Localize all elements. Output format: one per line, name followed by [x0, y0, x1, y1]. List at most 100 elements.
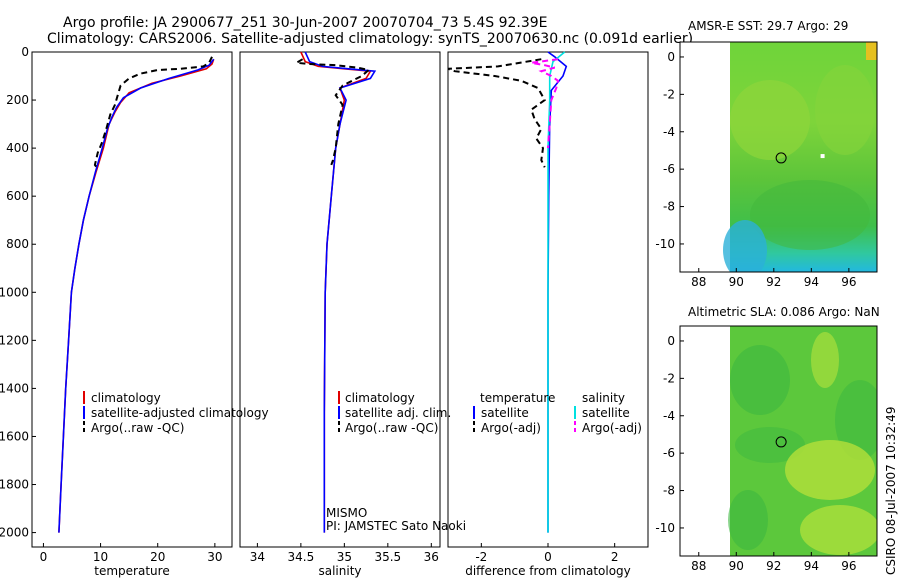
map-x-tick-label: 96	[841, 559, 856, 573]
x-axis-label: temperature	[94, 564, 169, 578]
map-x-tick-label: 96	[841, 275, 856, 289]
series-line-argo	[93, 56, 213, 168]
map-y-tick-label: -4	[663, 409, 675, 423]
y-tick-label: 1600	[0, 429, 29, 443]
map-x-tick-label: 92	[766, 559, 781, 573]
map-x-tick-label: 90	[729, 275, 744, 289]
series-line-climatology	[300, 51, 372, 533]
sla-map-title: Altimetric SLA: 0.086 Argo: NaN	[688, 305, 880, 319]
figure-title-line1: Argo profile: JA 2900677_251 30-Jun-2007…	[63, 15, 548, 31]
legend-title-temperature: temperature	[480, 391, 555, 405]
map-y-tick-label: -10	[655, 237, 675, 251]
argo-position-marker	[775, 436, 787, 448]
legend-label-sal-satellite: satellite	[582, 406, 630, 420]
x-tick-label: 10	[93, 550, 108, 564]
sla-high-patch-n	[811, 332, 839, 388]
sst-warm-patch	[730, 80, 810, 160]
map-x-tick-label: 92	[766, 275, 781, 289]
sla-map-axes	[679, 325, 878, 557]
y-tick-label: 2000	[0, 526, 29, 540]
legend-label-sal-argo: Argo(-adj)	[582, 421, 642, 435]
x-tick-label: 20	[150, 550, 165, 564]
sla-high-patch-se	[800, 505, 877, 555]
y-tick-label: 1800	[0, 478, 29, 492]
sla-low-patch-e	[835, 380, 877, 460]
temperature-axes	[31, 51, 233, 548]
x-tick-label: 30	[207, 550, 222, 564]
sla-low-patch-mid	[735, 427, 805, 463]
series-line-sal-satellite	[547, 51, 566, 533]
sla-high-patch-s	[785, 440, 875, 500]
map-y-tick-label: -10	[655, 521, 675, 535]
map-x-tick-label: 90	[729, 559, 744, 573]
map-y-tick-label: 0	[667, 50, 675, 64]
map-y-tick-label: -2	[663, 87, 675, 101]
temperature-legend: climatology satellite-adjusted climatolo…	[83, 391, 269, 435]
sst-map-title: AMSR-E SST: 29.7 Argo: 29	[688, 19, 848, 33]
y-tick-label: 1000	[0, 285, 29, 299]
map-y-tick-label: -8	[663, 484, 675, 498]
map-x-tick-label: 94	[804, 275, 819, 289]
map-y-tick-label: -4	[663, 125, 675, 139]
sst-cold-corner	[723, 220, 767, 272]
creation-stamp: CSIRO 08-Jul-2007 10:32:49	[884, 407, 898, 575]
sla-low-patch-sw	[728, 490, 768, 550]
legend-label-temp-satellite: satellite	[481, 406, 529, 420]
sla-map-field	[680, 326, 877, 556]
map-y-tick-label: -2	[663, 371, 675, 385]
temperature-plot: 0 10 20 30 0 200 400 600 800 1000 1200 1400 1600 1800…	[0, 45, 222, 578]
y-tick-label: 0	[21, 45, 29, 59]
legend-label-satellite: satellite-adjusted climatology	[91, 406, 269, 420]
legend-label-argo: Argo(..raw -QC)	[91, 421, 184, 435]
series-line-argo	[293, 58, 371, 166]
series-line-temp-argo	[447, 58, 547, 168]
salinity-axes	[239, 51, 441, 548]
legend-label-satellite: satellite adj. clim.	[345, 406, 451, 420]
x-tick-label: 34	[250, 550, 265, 564]
sst-hot-corner	[866, 42, 877, 60]
x-tick-label: -2	[475, 550, 487, 564]
y-tick-label: 1200	[0, 333, 29, 347]
x-tick-label: 35.5	[374, 550, 401, 564]
y-tick-label: 200	[6, 93, 29, 107]
series-line-satellite	[304, 51, 377, 533]
series-line-temp-satellite	[547, 51, 568, 533]
x-axis-label: salinity	[318, 564, 361, 578]
series-line-sal-argo	[531, 58, 560, 149]
sst-map-field	[680, 42, 877, 272]
map-x-tick-label: 94	[804, 559, 819, 573]
sla-map-ticks: 88 90 92 94 96 0 -2 -4 -6 -8 -10	[655, 334, 856, 573]
x-axis-label: difference from climatology	[465, 564, 631, 578]
map-y-tick-label: 0	[667, 334, 675, 348]
sla-low-patch-nw	[730, 345, 790, 415]
platform-annotation: MISMO	[326, 506, 367, 520]
map-x-tick-label: 88	[691, 559, 706, 573]
x-tick-label: 34.5	[288, 550, 315, 564]
legend-label-temp-argo: Argo(-adj)	[481, 421, 541, 435]
figure-title-line2: Climatology: CARS2006. Satellite-adjuste…	[47, 31, 693, 47]
x-tick-label: 2	[611, 550, 619, 564]
sst-map-ticks: 88 90 92 94 96 0 -2 -4 -6 -8 -10	[655, 50, 856, 289]
sst-map-axes	[679, 41, 878, 273]
legend-label-climatology: climatology	[91, 391, 161, 405]
x-tick-label: 35	[337, 550, 352, 564]
legend-title-salinity: salinity	[582, 391, 625, 405]
sst-warm-patch-east	[815, 65, 875, 155]
map-y-tick-label: -8	[663, 200, 675, 214]
y-tick-label: 1400	[0, 381, 29, 395]
salinity-plot: 34 34.5 35 35.5 36 salinity	[250, 51, 439, 578]
series-line-climatology	[58, 58, 215, 533]
x-tick-label: 0	[544, 550, 552, 564]
pi-annotation: PI: JAMSTEC Sato Naoki	[326, 519, 466, 533]
y-tick-label: 600	[6, 189, 29, 203]
map-x-tick-label: 88	[691, 275, 706, 289]
salinity-legend: climatology satellite adj. clim. Argo(..…	[326, 391, 466, 533]
series-line-satellite	[58, 58, 215, 533]
argo-position-marker	[775, 152, 787, 164]
x-tick-label: 0	[40, 550, 48, 564]
x-tick-label: 36	[424, 550, 439, 564]
map-y-tick-label: -6	[663, 446, 675, 460]
